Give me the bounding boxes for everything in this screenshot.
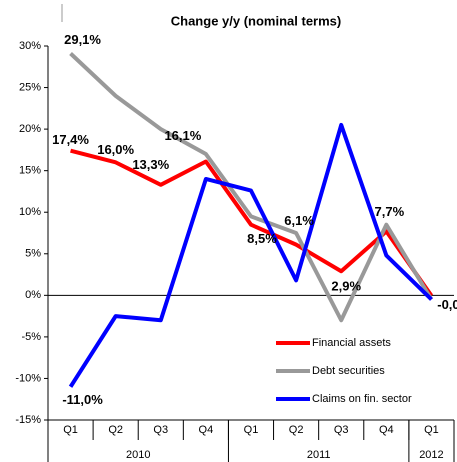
- x-tick-label: Q1: [244, 424, 259, 436]
- x-tick-label: Q3: [153, 424, 168, 436]
- data-label: 16,0%: [97, 142, 134, 157]
- series-line: [70, 148, 434, 297]
- y-tick-label: 25%: [19, 81, 41, 93]
- legend-label: Financial assets: [312, 337, 391, 349]
- data-label: 16,1%: [164, 128, 201, 143]
- group-label: 2012: [419, 449, 443, 461]
- y-tick-label: -15%: [15, 414, 41, 426]
- data-label: 7,7%: [375, 204, 405, 219]
- x-tick-label: Q3: [334, 424, 349, 436]
- data-label: 8,5%: [247, 231, 277, 246]
- x-tick-label: Q1: [63, 424, 78, 436]
- x-tick-label: Q4: [199, 424, 214, 436]
- legend-label: Claims on fin. sector: [312, 393, 412, 405]
- y-tick-label: -10%: [15, 372, 41, 384]
- legend-label: Debt securities: [312, 365, 385, 377]
- y-tick-label: 0%: [25, 289, 41, 301]
- series-line: [68, 122, 433, 388]
- group-label: 2011: [307, 449, 331, 461]
- y-tick-label: -5%: [21, 331, 41, 343]
- y-tick-label: 30%: [19, 40, 41, 52]
- y-tick-label: 15%: [19, 165, 41, 177]
- y-tick-label: 5%: [25, 248, 41, 260]
- y-tick-label: 10%: [19, 206, 41, 218]
- data-label: 6,1%: [284, 213, 314, 228]
- x-tick-label: Q4: [379, 424, 394, 436]
- x-tick-label: Q2: [108, 424, 123, 436]
- group-label: 2010: [126, 449, 150, 461]
- data-label: -0,0: [437, 297, 457, 312]
- data-label: -11,0%: [62, 392, 103, 407]
- series-line: [69, 52, 434, 323]
- x-tick-label: Q1: [424, 424, 439, 436]
- y-tick-label: 20%: [19, 123, 41, 135]
- chart-title: Change y/y (nominal terms): [171, 13, 341, 28]
- data-label: 2,9%: [331, 279, 361, 294]
- data-label: 29,1%: [64, 32, 101, 47]
- x-tick-label: Q2: [289, 424, 304, 436]
- data-label: 13,3%: [132, 157, 169, 172]
- data-label: 17,4%: [52, 132, 89, 147]
